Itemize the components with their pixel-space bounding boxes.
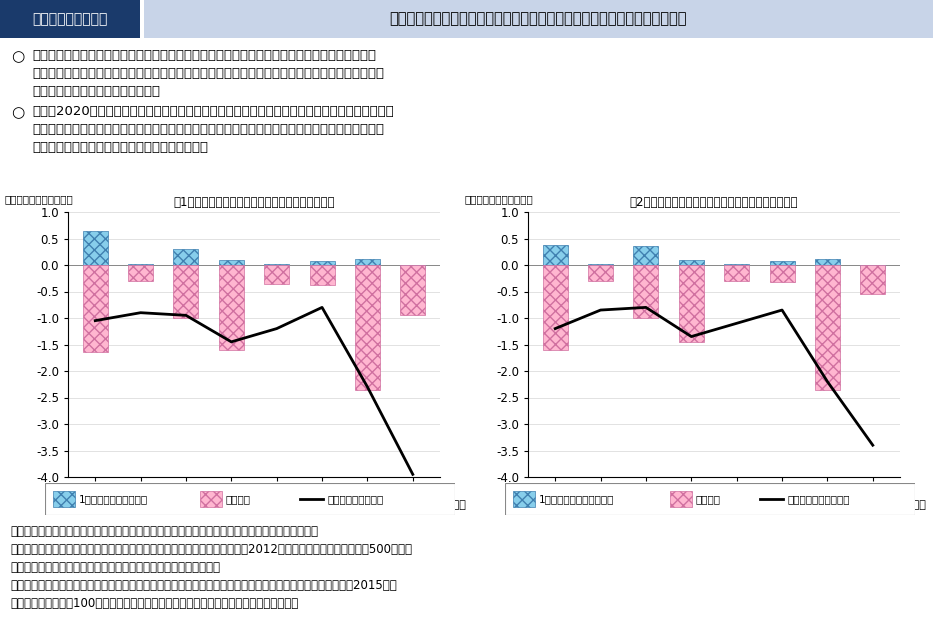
Text: 月間総実労働時間と所定内労働時間の前年差について、１日当たり労働時間による要因と出勤日: 月間総実労働時間と所定内労働時間の前年差について、１日当たり労働時間による要因と… <box>32 49 376 62</box>
Bar <box>588 264 613 265</box>
Bar <box>860 265 885 268</box>
Bar <box>83 265 107 353</box>
Text: （年）: （年） <box>907 500 926 509</box>
Text: （注）　１）事業所規模５人以上、調査産業計の値を示している。また、2012年以降において、東京都の「500人以上: （注） １）事業所規模５人以上、調査産業計の値を示している。また、2012年以降… <box>10 543 412 556</box>
Bar <box>0 0 140 38</box>
Text: 1日当たり総実労働時間: 1日当たり総実労働時間 <box>79 494 148 504</box>
Bar <box>174 249 199 265</box>
Text: 1日当たり所定内労働時間: 1日当たり所定内労働時間 <box>539 494 614 504</box>
Bar <box>310 265 335 285</box>
Bar <box>128 264 153 265</box>
Bar <box>144 0 933 38</box>
Bar <box>219 265 244 350</box>
Bar <box>53 491 75 507</box>
Text: 出勤日数: 出勤日数 <box>696 494 721 504</box>
Bar <box>724 264 749 265</box>
Bar <box>355 265 380 390</box>
Bar <box>355 259 380 265</box>
Bar <box>174 265 199 318</box>
Bar <box>543 245 567 265</box>
Text: 所定内労働時間前年差: 所定内労働時間前年差 <box>787 494 850 504</box>
Text: また、2020年の月間総実労働時間と所定内労働時間の減少には、１日当たり総実労働時間又は１: また、2020年の月間総実労働時間と所定内労働時間の減少には、１日当たり総実労働… <box>32 105 394 118</box>
Text: ○: ○ <box>11 105 24 120</box>
Text: パートタイム労働者の総実労働時間及び所定内労働時間の前年差の要因分解: パートタイム労働者の総実労働時間及び所定内労働時間の前年差の要因分解 <box>390 12 688 26</box>
Bar <box>310 261 335 265</box>
Text: 出勤日数: 出勤日数 <box>226 494 251 504</box>
Text: （年）: （年） <box>447 500 466 509</box>
Bar <box>264 265 289 284</box>
Bar <box>770 265 795 282</box>
Text: ○: ○ <box>11 49 24 64</box>
Bar <box>543 265 567 350</box>
Bar <box>670 491 692 507</box>
Text: ２）指数（総実労働時間指数、所定内労働時間指数、所定外労働時間指数）にそれぞれの基準数値（2015年）: ２）指数（総実労働時間指数、所定内労働時間指数、所定外労働時間指数）にそれぞれの… <box>10 579 397 592</box>
Bar <box>400 265 425 316</box>
Text: 数による要因に要因分解をすると、総実労働時間及び所定内労働時間の減少については、出勤日数: 数による要因に要因分解をすると、総実労働時間及び所定内労働時間の減少については、… <box>32 67 384 80</box>
Text: 日当たり所定内労働時間による要因もそれぞれ比較的大きく寄与しており、感染拡大防止のための: 日当たり所定内労働時間による要因もそれぞれ比較的大きく寄与しており、感染拡大防止… <box>32 123 384 136</box>
Bar <box>513 491 535 507</box>
Bar <box>588 265 613 281</box>
Bar <box>724 265 749 281</box>
Text: 資料出所　厚生労働省「毎月勤労統計調査」をもとに厚生労働省政策統括官付政策統括室にて作成: 資料出所 厚生労働省「毎月勤労統計調査」をもとに厚生労働省政策統括官付政策統括室… <box>10 525 318 538</box>
Bar <box>679 265 703 342</box>
Bar <box>634 265 659 318</box>
Title: （2）月間所定内労働時間の前年差の増減の要因分解: （2）月間所定内労働時間の前年差の増減の要因分解 <box>630 196 799 210</box>
Bar <box>679 259 703 265</box>
Bar <box>770 261 795 265</box>
Bar <box>128 265 153 281</box>
Text: 第１－（３）－６図: 第１－（３）－６図 <box>33 12 107 26</box>
Text: による要因が大きく寄与している。: による要因が大きく寄与している。 <box>32 85 160 98</box>
Bar <box>264 264 289 265</box>
Bar <box>815 259 840 265</box>
Bar <box>200 491 222 507</box>
Bar <box>400 265 425 268</box>
Text: を乗じ、100で除し、時系列接続が可能となるように修正した実数値である。: を乗じ、100で除し、時系列接続が可能となるように修正した実数値である。 <box>10 597 299 610</box>
Bar <box>219 259 244 265</box>
Bar <box>634 247 659 265</box>
Bar <box>83 231 107 265</box>
Bar <box>815 265 840 390</box>
Text: （前年差寄与度・時間）: （前年差寄与度・時間） <box>5 194 74 204</box>
Text: 経済活動の抑制が影響した可能性も考えられる。: 経済活動の抑制が影響した可能性も考えられる。 <box>32 141 208 154</box>
Text: 規模の事業所」についても再集計した値を示している。: 規模の事業所」についても再集計した値を示している。 <box>10 561 220 574</box>
Bar <box>140 0 144 38</box>
Title: （1）月間総実労働時間の前年差の増減の要因分解: （1）月間総実労働時間の前年差の増減の要因分解 <box>174 196 335 210</box>
Bar <box>860 265 885 294</box>
Text: 総実労働時間前年差: 総実労働時間前年差 <box>327 494 383 504</box>
Text: （前年差寄与度・時間）: （前年差寄与度・時間） <box>465 194 534 204</box>
